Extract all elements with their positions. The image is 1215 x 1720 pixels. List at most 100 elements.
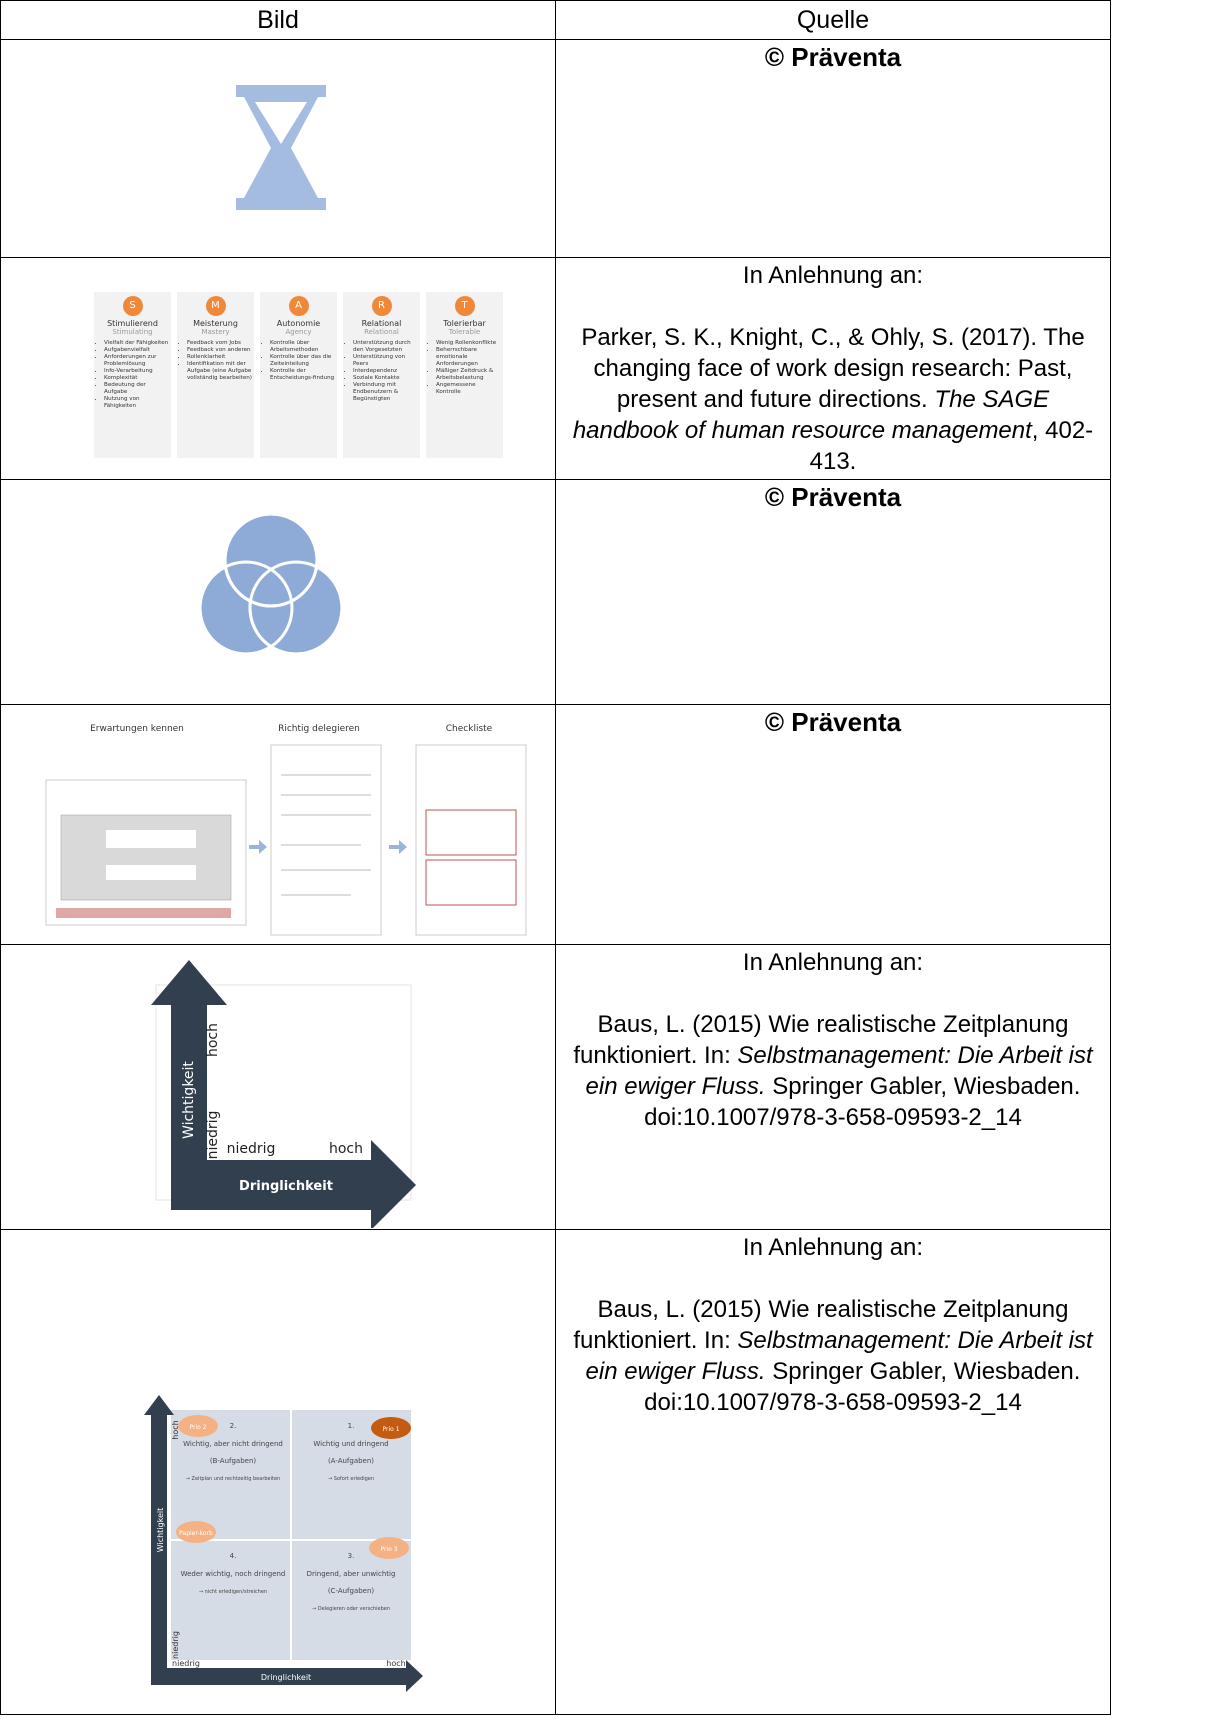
header-row: Bild Quelle	[0, 0, 1111, 40]
panel-letter: A	[288, 296, 309, 316]
header-cell: Bild	[0, 0, 556, 40]
panel-subtitle: Relational	[364, 328, 399, 336]
axis-label: niedrig	[227, 1141, 276, 1157]
quadrant-text: (A-Aufgaben)	[328, 1457, 374, 1465]
shape	[198, 512, 344, 656]
quadrant-text: Weder wichtig, noch dringend	[181, 1570, 286, 1578]
shape	[248, 560, 344, 656]
shape	[270, 744, 382, 936]
source-cell: In Anlehnung an: Baus, L. (2015) Wie rea…	[555, 1229, 1111, 1715]
panel-subtitle: Stimulating	[112, 328, 153, 336]
image-cell: hoch niedrig Wichtigkeit niedrig hoch Dr…	[0, 944, 556, 1230]
quadrant-text: Wichtig und dringend	[313, 1440, 388, 1448]
row: Erwartungen kennen Richtig delegieren Ch…	[0, 704, 1111, 945]
quadrant-number: 2.	[230, 1422, 237, 1430]
source-cell: © Präventa	[555, 479, 1111, 705]
panel-letter: T	[454, 296, 475, 316]
shape	[106, 830, 196, 848]
prio-badge	[178, 1415, 218, 1437]
hourglass-icon	[236, 85, 326, 210]
row: hoch niedrig Wichtigkeit niedrig hoch Dr…	[0, 944, 1111, 1230]
axis-label: hoch	[386, 1659, 405, 1668]
panel-item: Kontrolle über das die Zeiteinteilung	[270, 354, 335, 368]
source-cell: In Anlehnung an: Parker, S. K., Knight, …	[555, 257, 1111, 480]
matrix-figure: Wichtigkeit hoch niedrig niedrig hoch Dr…	[144, 1395, 423, 1692]
intro: In Anlehnung an:	[742, 1234, 924, 1261]
shape	[425, 859, 517, 906]
quadrant-number: 4.	[230, 1552, 237, 1560]
panel-letter: S	[122, 296, 143, 316]
citation-text: Springer Gabler, Wiesbaden. doi:10.1007/…	[644, 1073, 1081, 1131]
row: © Präventa	[0, 479, 1111, 705]
panel-item: Bedeutung der Aufgabe	[104, 382, 169, 396]
panel-item: Feedback vom Jobs	[187, 340, 252, 347]
shape: Bild Quelle © Präventa S Stimulierend Stim…	[0, 0, 1111, 1715]
shape	[415, 744, 527, 936]
quadrant-text: (B-Aufgaben)	[210, 1457, 257, 1465]
doc-title: Erwartungen kennen	[90, 724, 184, 734]
citation: Baus, L. (2015) Wie realistische Zeitpla…	[562, 1294, 1104, 1418]
panel-item: Nutzung von Fähigkeiten	[104, 396, 169, 410]
image-cell	[0, 39, 556, 258]
citation-text: Springer Gabler, Wiesbaden. doi:10.1007/…	[644, 1358, 1081, 1416]
shape	[106, 865, 196, 880]
copyright: © Präventa	[764, 707, 902, 737]
panel-subtitle: Mastery	[201, 328, 230, 336]
panel-letter: R	[371, 296, 392, 316]
axis-title: Wichtigkeit	[181, 1061, 197, 1139]
panel-item: Mäßiger Zeitdruck & Arbeitsbelastung	[436, 368, 501, 382]
image-cell	[0, 479, 556, 705]
shape	[236, 198, 326, 210]
shape	[236, 85, 326, 97]
panel-item: Vielfalt der Fähigkeiten	[104, 340, 169, 347]
quadrant-number: 3.	[348, 1552, 355, 1560]
shape	[151, 960, 416, 1228]
source-table: Bild Quelle © Präventa S Stimulierend Stim…	[0, 0, 1111, 1715]
panel-item: Beherrschbare emotionale Anforderungen	[436, 347, 501, 368]
badge-label: Prio 2	[189, 1424, 206, 1431]
doc-title: Checkliste	[446, 724, 493, 734]
panel-list: Vielfalt der FähigkeitenAufgabenvielfalt…	[94, 340, 171, 410]
axis-title: Wichtigkeit	[156, 1508, 165, 1553]
citation-text: Baus, L. (2015) Wie realistische Zeitpla…	[573, 1296, 1069, 1354]
shape	[223, 512, 319, 608]
panel-list: Wenig RollenkonflikteBeherrschbare emoti…	[426, 340, 503, 396]
panel-item: Identifikation mit der Aufgabe (eine Auf…	[187, 361, 252, 382]
axis-label: hoch	[171, 1420, 180, 1439]
shape	[56, 908, 231, 918]
panel-title: Meisterung	[193, 319, 238, 328]
shape	[389, 840, 407, 854]
quadrant-text: Wichtig, aber nicht dringend	[183, 1440, 283, 1448]
panel-item: Soziale Kontakte	[353, 375, 418, 382]
quadrant-text: → Zeitplan und rechtzeitig bearbeiten	[186, 1476, 280, 1482]
quadrant-text: → nicht erledigen/streichen	[199, 1589, 267, 1595]
axis-title: Dringlichkeit	[261, 1673, 311, 1682]
quadrant-text: (C-Aufgaben)	[328, 1587, 375, 1595]
source-cell: © Präventa	[555, 704, 1111, 945]
panel-item: Angemessene Kontrolle	[436, 382, 501, 396]
quadrant-text: → Delegieren oder verschieben	[312, 1606, 390, 1612]
shape	[198, 512, 344, 656]
panel-item: Aufgabenvielfalt	[104, 347, 169, 354]
axis-label: hoch	[205, 1023, 221, 1057]
documents-figure: Erwartungen kennen Richtig delegieren Ch…	[45, 724, 527, 936]
badge-label: Prio 1	[382, 1426, 399, 1433]
axis-title: Dringlichkeit	[239, 1179, 333, 1194]
axis-label: niedrig	[205, 1111, 221, 1160]
panel-subtitle: Agency	[285, 328, 312, 336]
shape	[255, 102, 307, 144]
copyright: © Präventa	[764, 42, 902, 72]
shape	[60, 814, 232, 901]
panel-title: Stimulierend	[107, 319, 158, 328]
citation-text: , 402-413.	[809, 417, 1094, 475]
shape	[425, 809, 517, 856]
panel-item: Wenig Rollenkonflikte	[436, 340, 501, 347]
prio-badge	[176, 1521, 216, 1543]
panel-item: Verbindung mit Endbenutzern & Begünstigt…	[353, 382, 418, 403]
panel-item: Unterstützung durch den Vorgesetzten	[353, 340, 418, 354]
